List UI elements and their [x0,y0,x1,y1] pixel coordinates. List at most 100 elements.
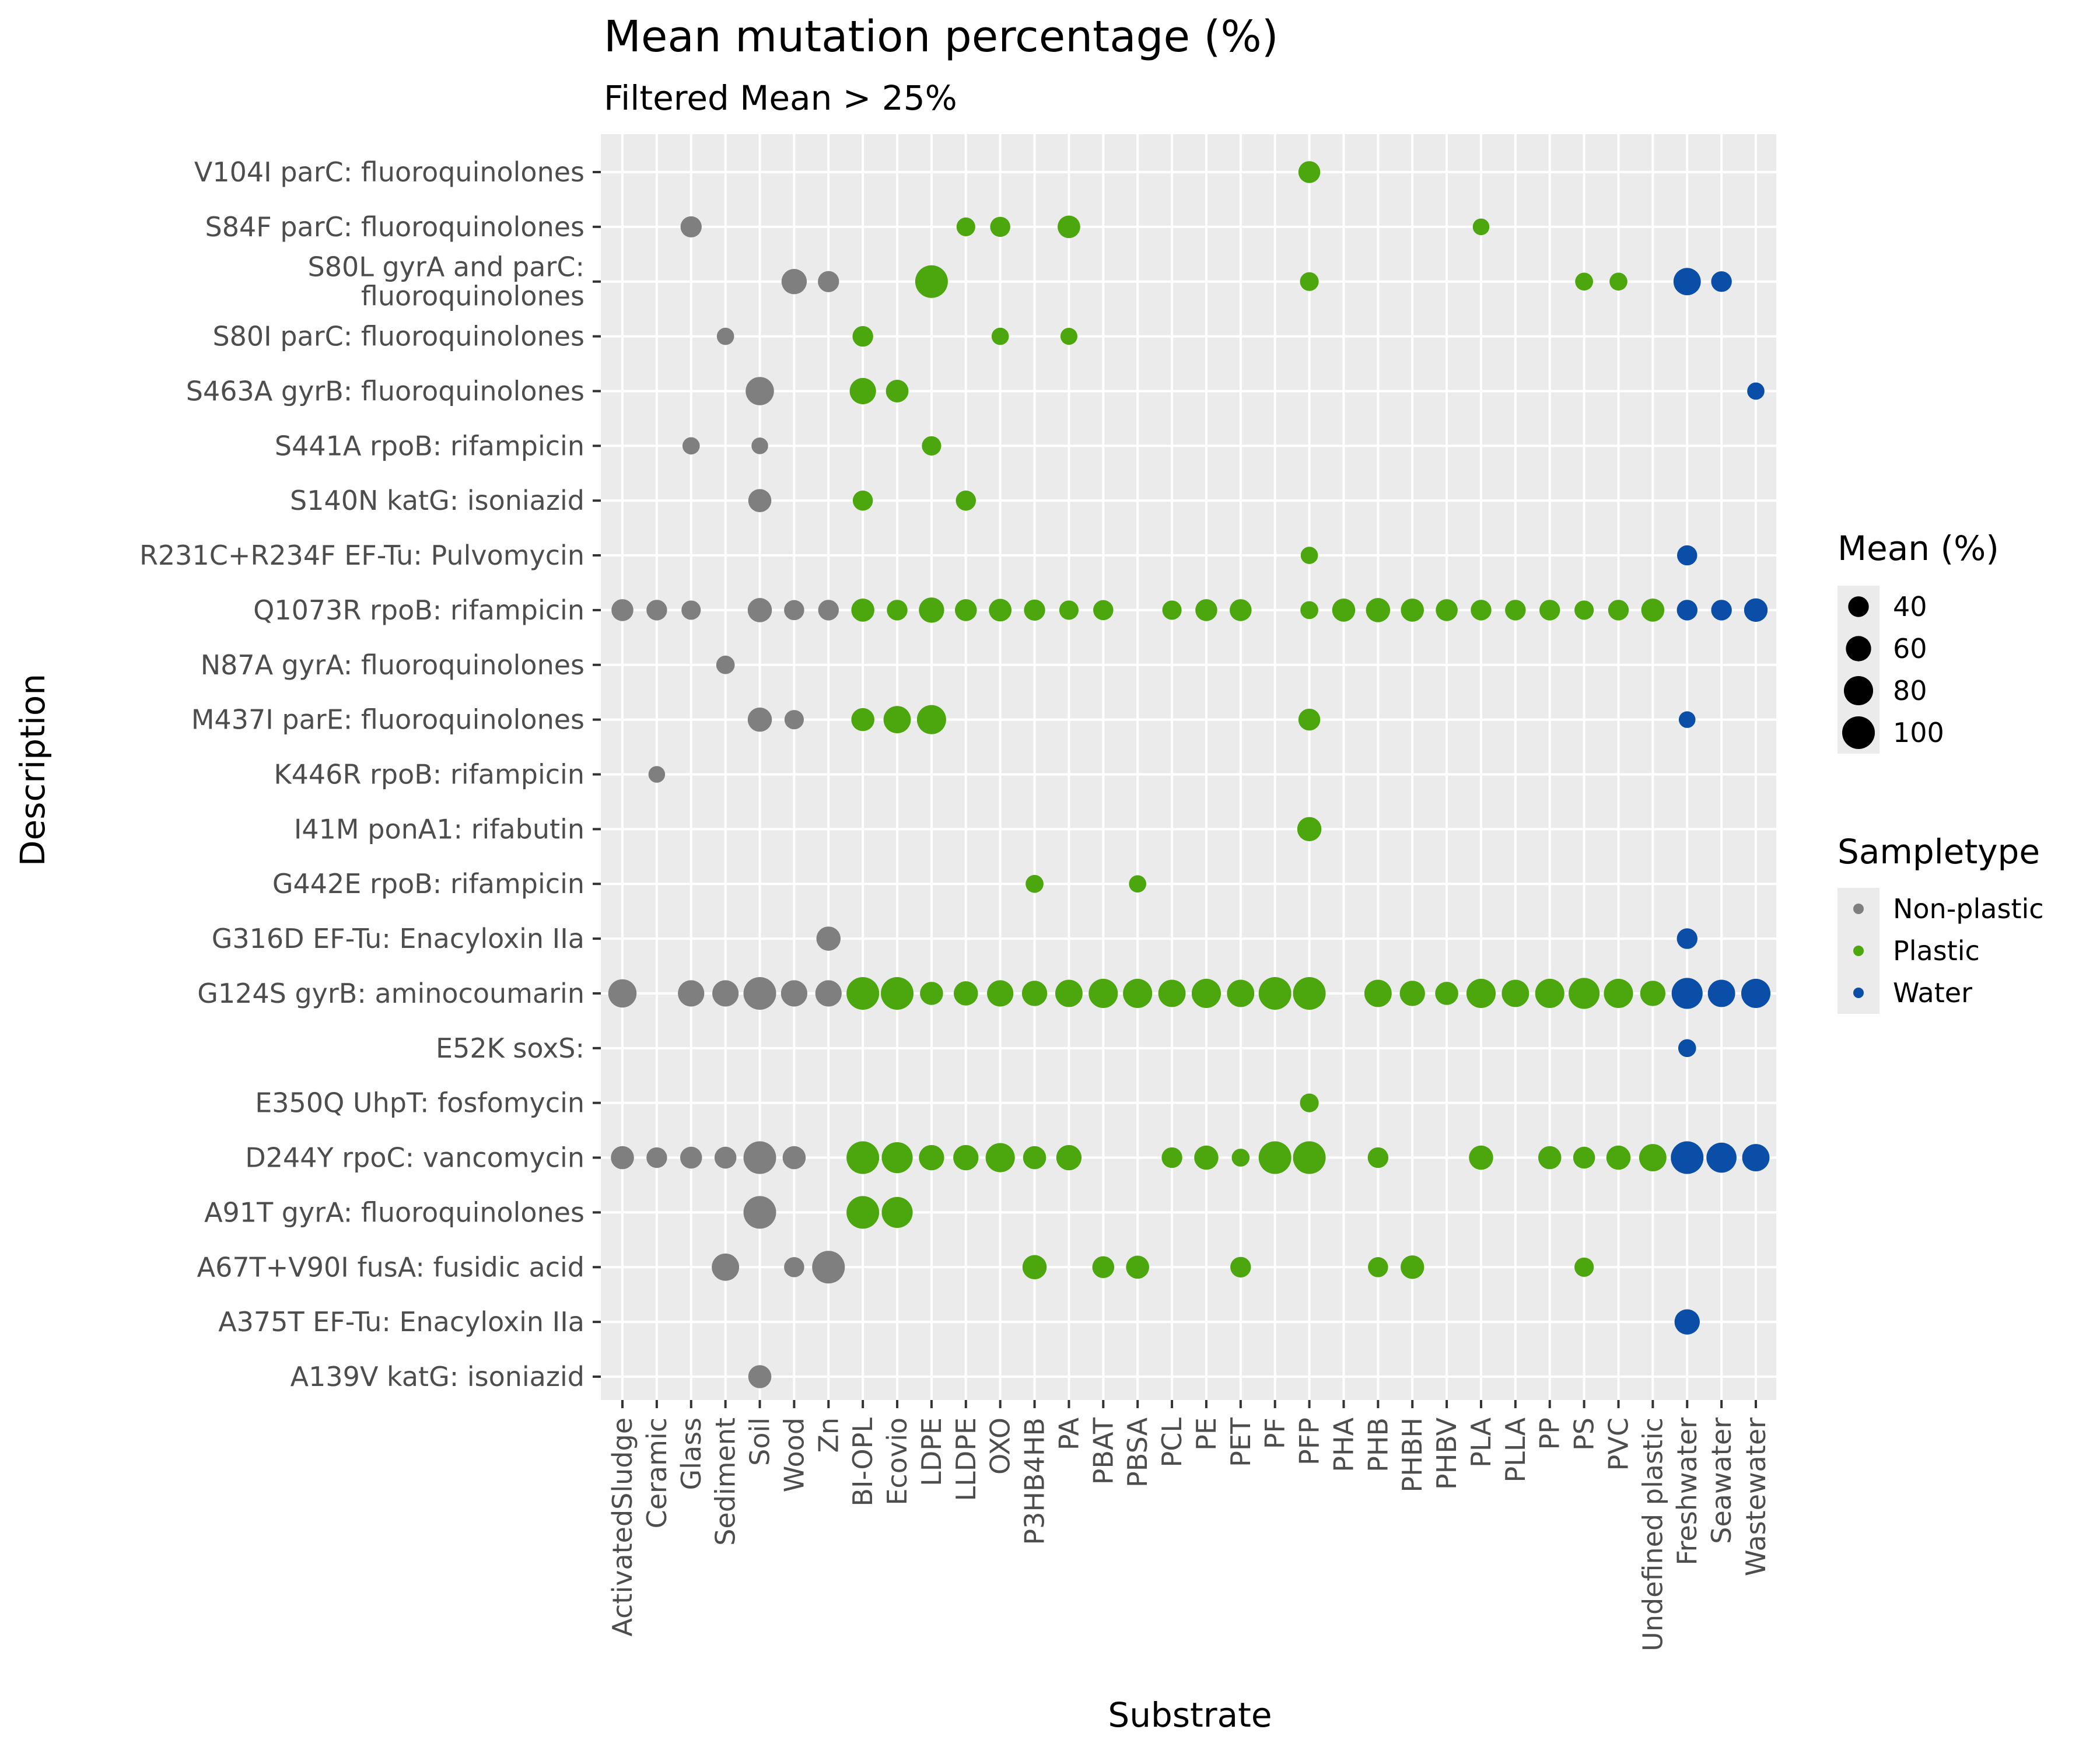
x-tick-label-ldpe: LDPE [916,1418,947,1486]
data-point-pvc-s80l-gyra-and-parc [1609,272,1628,291]
data-point-oxo-s80i-parc-fluoroquinolones [991,327,1009,345]
x-tick-label-seawater: Seawater [1706,1418,1737,1544]
y-tick-label-s80i-parc-fluoroquinolones: S80I parC: fluoroquinolones [212,321,584,352]
data-point-pe-g124s-gyrb-aminocoumarin [1191,978,1221,1008]
data-point-pf-g124s-gyrb-aminocoumarin [1258,977,1292,1010]
data-point-pp-d244y-rpoc-vancomycin [1538,1146,1562,1170]
data-point-pbat-q1073r-rpob-rifampicin [1093,600,1114,621]
x-tick-label-pvc: PVC [1602,1418,1634,1471]
data-point-pla-d244y-rpoc-vancomycin [1469,1145,1493,1170]
data-point-ceramic-k446r-rpob-rifampicin [648,766,666,783]
data-point-plla-q1073r-rpob-rifampicin [1505,600,1526,621]
data-point-soil-s463a-gyrb-fluoroquinolones [746,377,774,405]
y-tick-label-s140n-katg-isoniazid: S140N katG: isoniazid [290,485,584,516]
data-point-ldpe-s441a-rpob-rifampicin [922,436,942,456]
y-tick-label-n87a-gyra-fluoroquinolones: N87A gyrA: fluoroquinolones [201,649,584,681]
gridlines [601,134,1776,1400]
x-tick-label-pla: PLA [1465,1417,1497,1467]
y-tick-label-g124s-gyrb-aminocoumarin: G124S gyrB: aminocoumarin [197,978,584,1009]
size-legend-key-60 [1846,636,1871,662]
data-point-ceramic-q1073r-rpob-rifampicin [646,600,667,621]
data-point-pcl-g124s-gyrb-aminocoumarin [1158,979,1186,1007]
data-point-ldpe-m437i-pare-fluoroquinolones [916,705,946,734]
y-tick-label-e52k-soxs: E52K soxS: [436,1032,584,1064]
y-tick-label-a67t-v90i-fusa-fusidic-acid: A67T+V90I fusA: fusidic acid [197,1251,584,1283]
data-point-bi-opl-a91t-gyra-fluoroquinolones [846,1196,880,1229]
data-point-pla-s84f-parc-fluoroquinolones [1472,218,1490,236]
data-point-wood-a67t-v90i-fusa-fusidic-acid [784,1257,804,1278]
data-point-sediment-s80i-parc-fluoroquinolones [716,327,734,345]
data-point-ecovio-g124s-gyrb-aminocoumarin [881,977,914,1010]
data-point-pa-s84f-parc-fluoroquinolones [1058,215,1080,239]
x-axis: ActivatedSludge Ceramic Glass Sediment Soil W… [607,1400,1772,1651]
size-legend-label-80: 80 [1893,675,1927,706]
data-point-pa-g124s-gyrb-aminocoumarin [1055,979,1083,1007]
x-tick-label-oxo: OXO [985,1418,1016,1475]
data-point-lldpe-s84f-parc-fluoroquinolones [956,217,975,236]
x-tick-label-ecovio: Ecovio [881,1418,913,1506]
data-point-ecovio-d244y-rpoc-vancomycin [881,1142,913,1174]
data-point-soil-m437i-pare-fluoroquinolones [747,707,772,732]
x-tick-label-phb: PHB [1362,1418,1394,1472]
data-point-p3hb4hb-q1073r-rpob-rifampicin [1024,599,1045,621]
y-axis-title: Description [13,674,52,866]
data-point-bi-opl-d244y-rpoc-vancomycin [846,1141,880,1174]
data-point-wastewater-q1073r-rpob-rifampicin [1744,598,1768,622]
chart-title: Mean mutation percentage (%) [604,12,1279,62]
data-point-pe-d244y-rpoc-vancomycin [1194,1145,1219,1170]
data-point-pa-s80i-parc-fluoroquinolones [1060,328,1077,345]
data-point-oxo-g124s-gyrb-aminocoumarin [987,980,1014,1007]
size-legend: Mean (%) 40 60 80 100 [1838,528,1999,754]
data-point-glass-d244y-rpoc-vancomycin [680,1146,702,1169]
data-point-pbsa-g124s-gyrb-aminocoumarin [1123,978,1153,1008]
data-point-p3hb4hb-d244y-rpoc-vancomycin [1023,1146,1046,1170]
data-point-oxo-d244y-rpoc-vancomycin [985,1143,1015,1172]
data-point-pp-q1073r-rpob-rifampicin [1539,600,1560,621]
data-point-wastewater-g124s-gyrb-aminocoumarin [1741,978,1771,1008]
x-tick-label-undefined-plastic: Undefined plastic [1637,1418,1668,1651]
data-point-phbv-g124s-gyrb-aminocoumarin [1435,982,1458,1005]
data-point-soil-d244y-rpoc-vancomycin [743,1141,776,1174]
color-legend-label-plastic: Plastic [1893,935,1980,967]
data-point-soil-s140n-katg-isoniazid [748,489,772,512]
data-point-activatedsludge-q1073r-rpob-rifampicin [611,599,634,621]
data-point-ps-g124s-gyrb-aminocoumarin [1569,978,1600,1009]
data-point-plla-g124s-gyrb-aminocoumarin [1502,979,1530,1007]
data-point-wood-q1073r-rpob-rifampicin [784,600,804,621]
data-point-zn-g316d-ef-tu-enacyloxin-iia [816,926,841,951]
data-point-pfp-i41m-pona1-rifabutin [1297,817,1322,842]
x-tick-label-pcl: PCL [1156,1418,1188,1468]
data-point-ldpe-q1073r-rpob-rifampicin [919,597,944,623]
data-point-pfp-g124s-gyrb-aminocoumarin [1293,977,1326,1010]
data-point-wood-d244y-rpoc-vancomycin [782,1146,806,1170]
data-point-phbh-g124s-gyrb-aminocoumarin [1399,981,1425,1006]
data-point-phbh-a67t-v90i-fusa-fusidic-acid [1401,1255,1424,1279]
x-tick-label-pe: PE [1191,1418,1222,1451]
x-tick-label-glass: Glass [676,1418,707,1490]
data-point-ps-a67t-v90i-fusa-fusidic-acid [1574,1257,1594,1277]
data-point-wood-s80l-gyra-and-parc [781,269,807,295]
data-point-sediment-d244y-rpoc-vancomycin [714,1146,737,1169]
color-legend-key-plastic [1853,946,1864,956]
data-point-glass-q1073r-rpob-rifampicin [681,600,701,620]
data-point-ps-q1073r-rpob-rifampicin [1574,600,1594,620]
x-tick-label-bi-opl: BI-OPL [847,1418,878,1507]
data-point-pcl-d244y-rpoc-vancomycin [1161,1147,1182,1168]
data-point-glass-g124s-gyrb-aminocoumarin [678,980,705,1007]
panel-background [601,134,1776,1400]
data-point-sediment-n87a-gyra-fluoroquinolones [716,655,735,674]
data-point-ldpe-d244y-rpoc-vancomycin [919,1144,944,1171]
x-tick-label-zn: Zn [813,1418,844,1453]
y-tick-label-r231c-r234f-ef-tu-pulvomycin: R231C+R234F EF-Tu: Pulvomycin [139,540,584,571]
data-point-pvc-g124s-gyrb-aminocoumarin [1604,978,1633,1008]
color-legend: Sampletype Non-plastic Plastic Water [1838,832,2044,1014]
data-point-pla-q1073r-rpob-rifampicin [1471,600,1492,621]
data-point-seawater-g124s-gyrb-aminocoumarin [1707,979,1735,1007]
data-point-phb-q1073r-rpob-rifampicin [1366,598,1391,622]
x-tick-label-phbv: PHBV [1431,1417,1462,1489]
data-point-pet-a67t-v90i-fusa-fusidic-acid [1230,1256,1251,1278]
x-tick-label-pp: PP [1534,1418,1566,1450]
data-point-pfp-d244y-rpoc-vancomycin [1293,1141,1326,1174]
data-points [608,161,1771,1388]
